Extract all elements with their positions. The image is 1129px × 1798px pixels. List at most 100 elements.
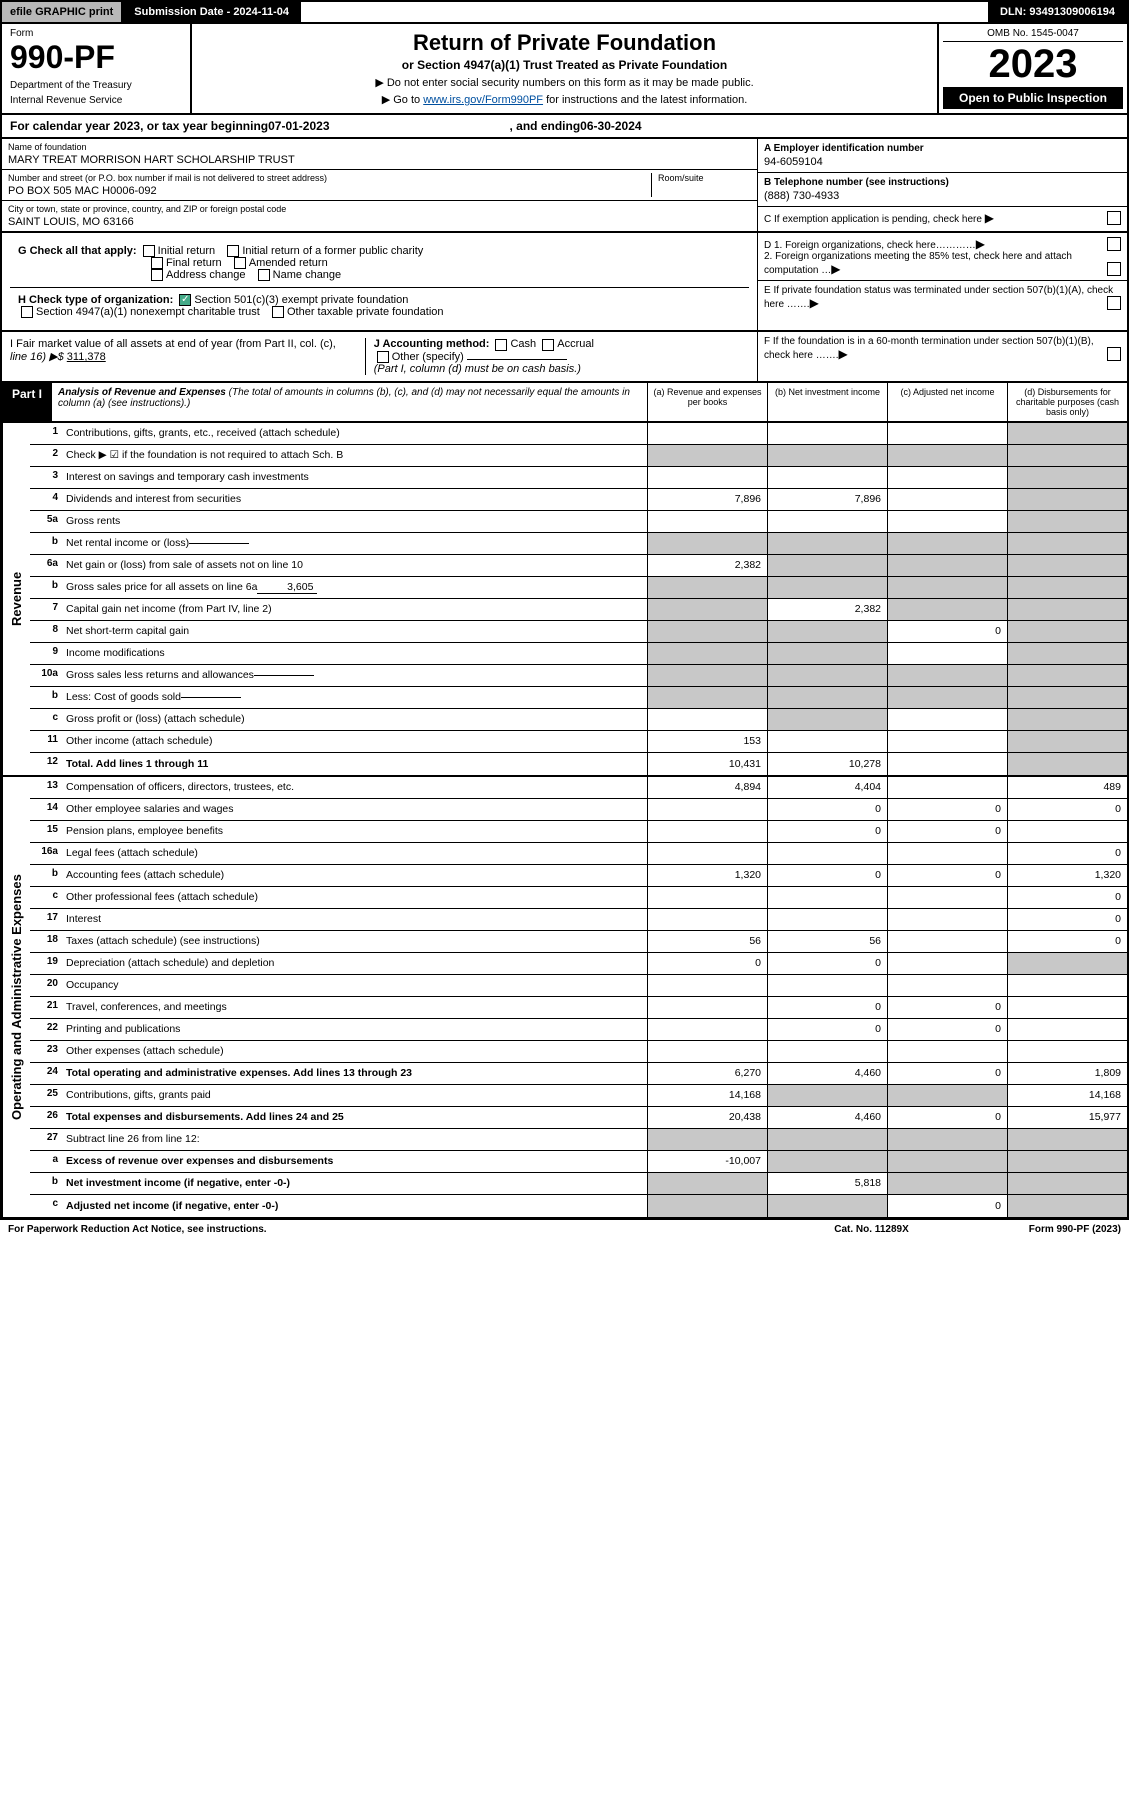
row-number: 26 xyxy=(30,1107,62,1128)
cell-a: 56 xyxy=(647,931,767,952)
cell-a xyxy=(647,599,767,620)
cell-a xyxy=(647,843,767,864)
row-number: 15 xyxy=(30,821,62,842)
part1-title: Analysis of Revenue and Expenses xyxy=(58,387,226,398)
cell-c xyxy=(887,511,1007,532)
cell-c: 0 xyxy=(887,865,1007,886)
d1-checkbox[interactable] xyxy=(1107,237,1121,251)
row-label: Total operating and administrative expen… xyxy=(62,1063,647,1084)
accrual-checkbox[interactable] xyxy=(542,339,554,351)
501c3-checkbox[interactable] xyxy=(179,294,191,306)
cell-c: 0 xyxy=(887,997,1007,1018)
row-label: Gross sales price for all assets on line… xyxy=(62,577,647,598)
cell-d: 1,320 xyxy=(1007,865,1127,886)
note-ssn: ▶ Do not enter social security numbers o… xyxy=(198,76,931,89)
table-row: 17Interest0 xyxy=(30,909,1127,931)
cell-d: 0 xyxy=(1007,909,1127,930)
table-row: 23Other expenses (attach schedule) xyxy=(30,1041,1127,1063)
cell-c xyxy=(887,1041,1007,1062)
e-checkbox[interactable] xyxy=(1107,296,1121,310)
f-label: F If the foundation is in a 60-month ter… xyxy=(764,336,1094,361)
row-number: 1 xyxy=(30,423,62,444)
cell-a: 4,894 xyxy=(647,777,767,798)
row-number: b xyxy=(30,1173,62,1194)
row-label: Total. Add lines 1 through 11 xyxy=(62,753,647,775)
row-label: Contributions, gifts, grants, etc., rece… xyxy=(62,423,647,444)
table-row: 3Interest on savings and temporary cash … xyxy=(30,467,1127,489)
form-number: 990-PF xyxy=(10,39,182,76)
j-label: J Accounting method: xyxy=(374,338,490,350)
cell-b: 2,382 xyxy=(767,599,887,620)
cell-c xyxy=(887,731,1007,752)
row-label: Printing and publications xyxy=(62,1019,647,1040)
row-label: Travel, conferences, and meetings xyxy=(62,997,647,1018)
submission-date: Submission Date - 2024-11-04 xyxy=(122,2,301,22)
topbar: efile GRAPHIC print Submission Date - 20… xyxy=(0,0,1129,24)
efile-print-button[interactable]: efile GRAPHIC print xyxy=(2,2,122,22)
cell-d xyxy=(1007,709,1127,730)
cell-b: 0 xyxy=(767,799,887,820)
cell xyxy=(767,687,887,708)
irs-label: Internal Revenue Service xyxy=(10,95,182,106)
cell-d: 14,168 xyxy=(1007,1085,1127,1106)
cell-d xyxy=(1007,467,1127,488)
f-checkbox[interactable] xyxy=(1107,347,1121,361)
table-row: 21Travel, conferences, and meetings00 xyxy=(30,997,1127,1019)
table-row: 2Check ▶ ☑ if the foundation is not requ… xyxy=(30,445,1127,467)
c-checkbox[interactable] xyxy=(1107,211,1121,225)
cell-d xyxy=(1007,731,1127,752)
table-row: 20Occupancy xyxy=(30,975,1127,997)
row-number: 8 xyxy=(30,621,62,642)
cell-c: 0 xyxy=(887,821,1007,842)
period-end: 06-30-2024 xyxy=(580,119,641,133)
col-d-header: (d) Disbursements for charitable purpose… xyxy=(1007,383,1127,421)
cash-checkbox[interactable] xyxy=(495,339,507,351)
table-row: 18Taxes (attach schedule) (see instructi… xyxy=(30,931,1127,953)
cell xyxy=(767,1129,887,1150)
row-label: Excess of revenue over expenses and disb… xyxy=(62,1151,647,1172)
row-label: Subtract line 26 from line 12: xyxy=(62,1129,647,1150)
4947-checkbox[interactable] xyxy=(21,306,33,318)
cell-c xyxy=(887,887,1007,908)
final-return-checkbox[interactable] xyxy=(151,257,163,269)
irs-link[interactable]: www.irs.gov/Form990PF xyxy=(423,94,543,106)
cell-a: 153 xyxy=(647,731,767,752)
cell-c xyxy=(887,1173,1007,1194)
initial-return-checkbox[interactable] xyxy=(143,245,155,257)
row-label: Adjusted net income (if negative, enter … xyxy=(62,1195,647,1217)
cell-d xyxy=(1007,599,1127,620)
row-number: 12 xyxy=(30,753,62,775)
d2-checkbox[interactable] xyxy=(1107,262,1121,276)
other-method-checkbox[interactable] xyxy=(377,351,389,363)
row-label: Depreciation (attach schedule) and deple… xyxy=(62,953,647,974)
row-number: 19 xyxy=(30,953,62,974)
cell-c: 0 xyxy=(887,799,1007,820)
initial-public-checkbox[interactable] xyxy=(227,245,239,257)
cell xyxy=(767,665,887,686)
amended-checkbox[interactable] xyxy=(234,257,246,269)
cell-a xyxy=(647,997,767,1018)
cell-b xyxy=(767,843,887,864)
name-change-checkbox[interactable] xyxy=(258,269,270,281)
row-number: 10a xyxy=(30,665,62,686)
cell-c: 0 xyxy=(887,621,1007,642)
cell-c xyxy=(887,643,1007,664)
cell-d: 0 xyxy=(1007,887,1127,908)
addr-label: Number and street (or P.O. box number if… xyxy=(8,173,651,183)
other-taxable-checkbox[interactable] xyxy=(272,306,284,318)
name-label: Name of foundation xyxy=(8,142,751,152)
cell-a xyxy=(647,909,767,930)
row-number: 6a xyxy=(30,555,62,576)
cell-b: 7,896 xyxy=(767,489,887,510)
table-row: 11Other income (attach schedule)153 xyxy=(30,731,1127,753)
footer-right: Form 990-PF (2023) xyxy=(1029,1224,1121,1235)
cell-d xyxy=(1007,997,1127,1018)
cell-b xyxy=(767,621,887,642)
table-row: bNet investment income (if negative, ent… xyxy=(30,1173,1127,1195)
cell-d xyxy=(1007,821,1127,842)
cell xyxy=(647,665,767,686)
cell xyxy=(1007,533,1127,554)
form-subtitle: or Section 4947(a)(1) Trust Treated as P… xyxy=(198,58,931,72)
address-change-checkbox[interactable] xyxy=(151,269,163,281)
cell xyxy=(647,687,767,708)
